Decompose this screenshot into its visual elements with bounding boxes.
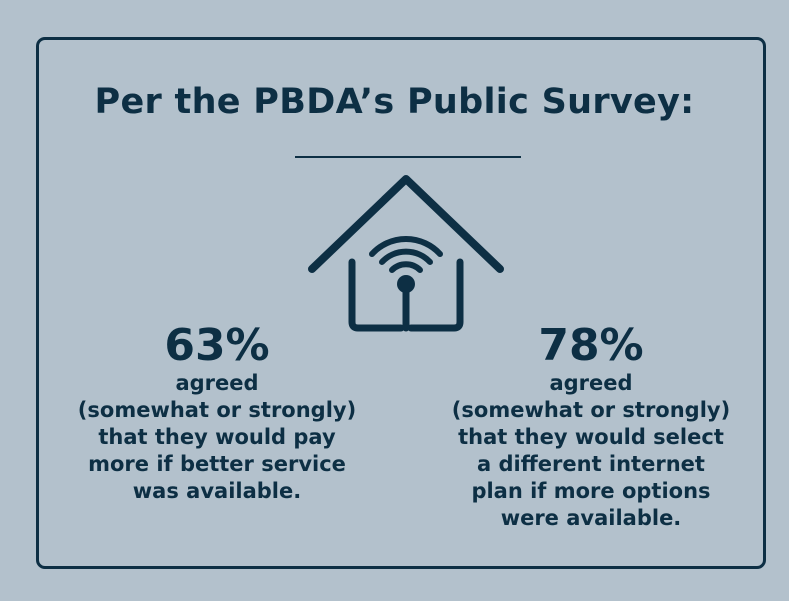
stat-desc-line: a different internet	[477, 452, 705, 476]
title-divider	[295, 156, 521, 158]
stat-value: 78%	[538, 320, 644, 371]
survey-card	[36, 37, 766, 569]
stat-qualifier: (somewhat or strongly)	[77, 398, 357, 422]
stat-desc-line: was available.	[132, 479, 302, 503]
stat-label: agreed	[549, 371, 633, 395]
stat-label: agreed	[175, 371, 259, 395]
stat-left: 63% agreed (somewhat or strongly) that t…	[62, 322, 372, 505]
house-wifi-icon	[308, 175, 504, 332]
stat-value: 63%	[164, 320, 270, 371]
stat-qualifier: (somewhat or strongly)	[451, 398, 731, 422]
page-title: Per the PBDA’s Public Survey:	[94, 82, 695, 122]
stat-desc-line: plan if more options	[471, 479, 711, 503]
stat-desc-line: that they would pay	[98, 425, 336, 449]
stat-right: 78% agreed (somewhat or strongly) that t…	[432, 322, 750, 532]
stat-desc-line: that they would select	[458, 425, 724, 449]
stat-desc-line: were available.	[500, 506, 682, 530]
stat-desc-line: more if better service	[88, 452, 346, 476]
